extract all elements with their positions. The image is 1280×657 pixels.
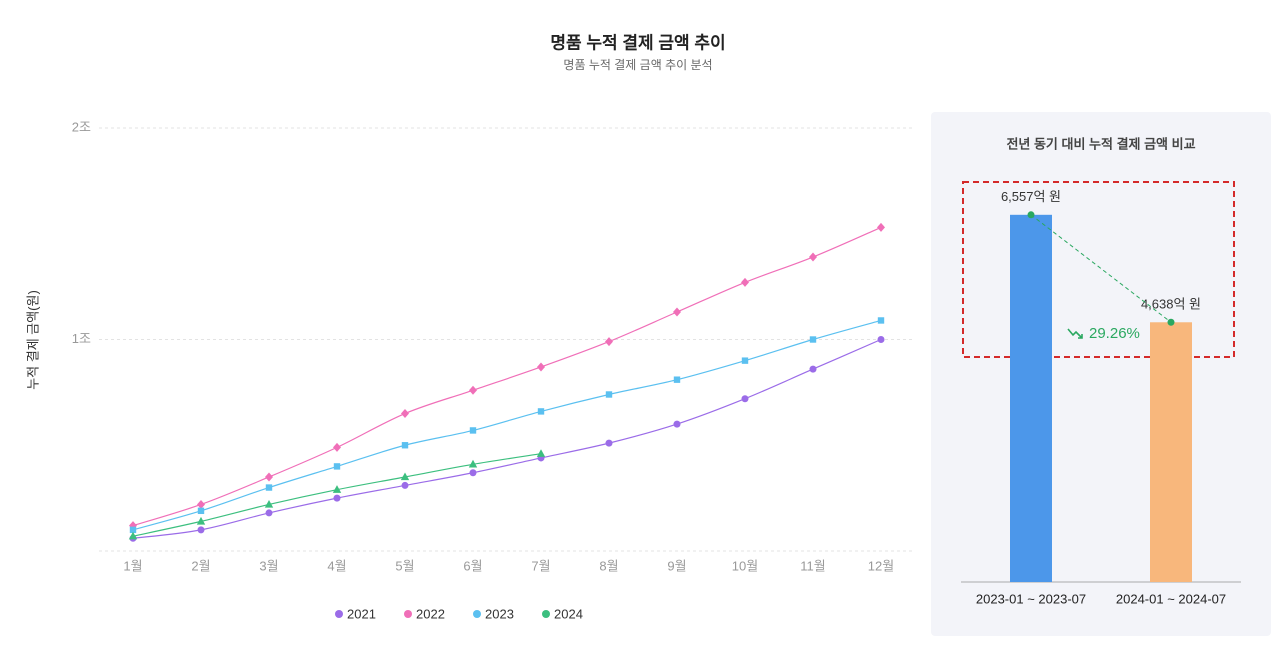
- x-tick-label: 5월: [395, 558, 414, 573]
- point: [129, 526, 137, 534]
- point: [265, 484, 273, 491]
- point: [809, 365, 817, 373]
- x-tick-label: 10월: [732, 558, 758, 573]
- point: [605, 439, 613, 447]
- series-line: [132, 319, 882, 531]
- point: [741, 277, 749, 287]
- point: [333, 494, 341, 502]
- x-tick-label: 1월: [123, 558, 142, 573]
- point: [741, 395, 749, 403]
- series-line: [132, 226, 882, 527]
- legend-swatch: [542, 610, 550, 618]
- x-tick-label: 3월: [259, 558, 278, 573]
- highlight-box: [962, 181, 1235, 358]
- point: [197, 499, 205, 509]
- legend-label: 2022: [416, 606, 445, 621]
- point: [401, 442, 409, 449]
- x-tick-label: 6월: [463, 558, 482, 573]
- x-tick-label: 11월: [800, 558, 825, 573]
- chart-title: 명품 누적 결제 금액 추이: [550, 33, 725, 52]
- x-tick-label: 8월: [599, 558, 618, 573]
- point: [332, 485, 342, 493]
- point: [265, 509, 273, 517]
- point: [197, 526, 205, 534]
- point: [401, 409, 409, 419]
- point: [877, 317, 885, 324]
- y-tick-label: 1조: [72, 331, 91, 346]
- point: [536, 449, 546, 457]
- point: [537, 362, 545, 372]
- point: [809, 252, 817, 262]
- comparison-panel: [931, 112, 1271, 636]
- point: [673, 420, 681, 428]
- point: [469, 469, 477, 477]
- point: [877, 222, 885, 232]
- point: [265, 472, 273, 482]
- legend-swatch: [335, 610, 343, 618]
- change-line: [1030, 214, 1172, 323]
- y-axis-label: 누적 결제 금액(원): [25, 290, 40, 390]
- point: [400, 472, 410, 481]
- legend-swatch: [473, 610, 481, 618]
- legend-label: 2023: [485, 606, 514, 621]
- x-tick-label: 2024-01 ~ 2024-07: [1116, 591, 1226, 606]
- x-tick-label: 12월: [868, 558, 894, 573]
- point: [128, 531, 138, 540]
- change-arrow: [1067, 328, 1083, 339]
- x-tick-label: 2월: [191, 558, 210, 573]
- point: [401, 481, 409, 489]
- change-dot: [1167, 318, 1175, 326]
- panel-title: 전년 동기 대비 누적 결제 금액 비교: [1006, 136, 1195, 151]
- x-tick-label: 9월: [667, 558, 686, 573]
- point: [673, 307, 681, 317]
- point: [877, 336, 885, 343]
- x-tick-label: 2023-01 ~ 2023-07: [976, 591, 1086, 606]
- change-dot: [1027, 211, 1035, 219]
- point: [673, 376, 681, 383]
- value-label: 4,638억 원: [1141, 297, 1201, 312]
- point: [333, 442, 341, 452]
- change-label: 29.26%: [1089, 325, 1140, 342]
- legend-label: 2024: [554, 606, 583, 621]
- point: [469, 427, 477, 434]
- point: [741, 357, 749, 364]
- point: [809, 336, 817, 343]
- point: [264, 499, 274, 508]
- point: [537, 408, 545, 415]
- bar: [1150, 322, 1192, 582]
- point: [196, 516, 206, 525]
- x-tick-label: 4월: [327, 558, 346, 573]
- series-line: [132, 338, 882, 539]
- point: [605, 337, 613, 347]
- chart-subtitle: 명품 누적 결제 금액 추이 분석: [563, 58, 712, 72]
- legend-label: 2021: [347, 606, 376, 621]
- point: [197, 507, 205, 515]
- x-tick-label: 7월: [531, 558, 550, 573]
- y-tick-label: 2조: [72, 119, 91, 134]
- point: [605, 391, 613, 398]
- bar: [1010, 214, 1052, 583]
- value-label: 6,557억 원: [1001, 189, 1061, 204]
- point: [468, 459, 478, 468]
- legend-swatch: [404, 610, 412, 618]
- point: [469, 385, 477, 395]
- point: [333, 463, 341, 470]
